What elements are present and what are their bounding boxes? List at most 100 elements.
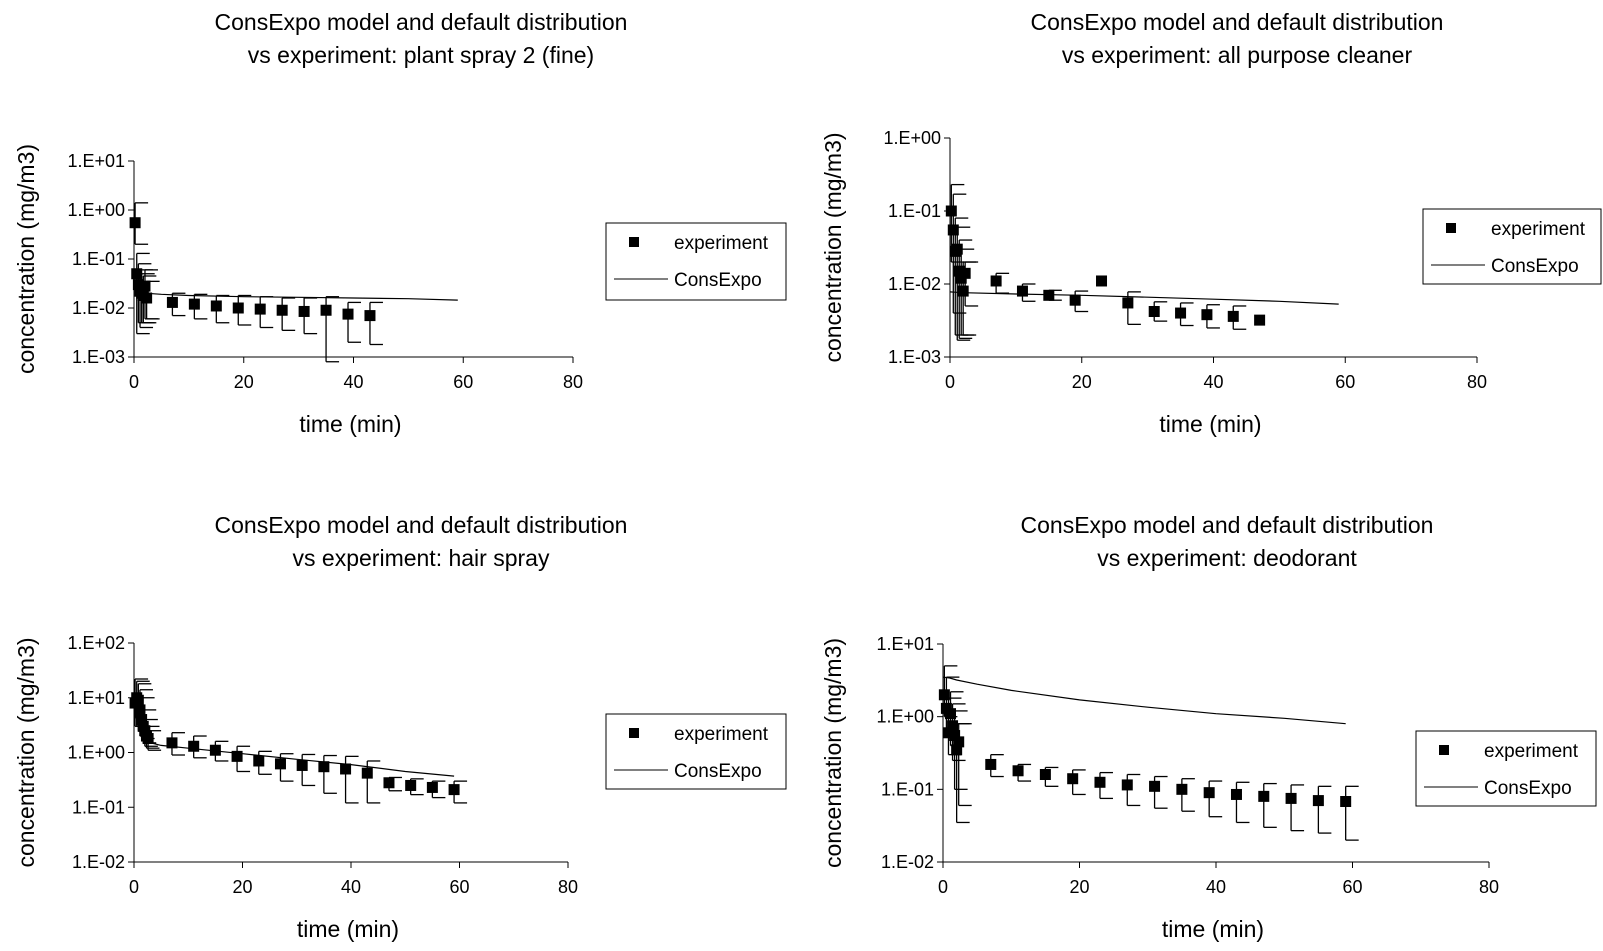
y-tick-label: 1.E+00 <box>876 707 934 727</box>
x-tick-label: 60 <box>1342 877 1362 897</box>
legend-box <box>605 222 787 301</box>
experiment-point <box>166 296 178 308</box>
legend-marker-experiment <box>1439 745 1449 755</box>
chart-title: ConsExpo model and default distribution v… <box>215 9 628 68</box>
y-tick-label: 1.E+01 <box>876 634 934 654</box>
experiment-point <box>405 779 417 791</box>
experiment-point <box>132 279 144 291</box>
experiment-point <box>949 730 961 742</box>
chart-1: ConsExpo model and default distribution v… <box>13 9 787 437</box>
legend-box <box>1415 730 1597 807</box>
y-tick-label: 1.E-03 <box>72 347 125 367</box>
experiment-point <box>951 744 963 756</box>
y-tick-label: 1.E-01 <box>72 249 125 269</box>
y-axis-title: concentration (mg/m3) <box>820 638 846 868</box>
experiment-point <box>1149 780 1161 792</box>
legend-box <box>605 713 787 790</box>
experiment-point <box>318 761 330 773</box>
experiment-point <box>945 708 957 720</box>
x-tick-label: 40 <box>341 877 361 897</box>
experiment-point <box>142 733 154 745</box>
x-tick-label: 60 <box>453 372 473 392</box>
y-axis-title: concentration (mg/m3) <box>13 637 39 867</box>
y-tick-label: 1.E+01 <box>67 688 125 708</box>
experiment-point <box>274 758 286 770</box>
experiment-point <box>953 736 965 748</box>
experiment-point <box>1121 779 1133 791</box>
legend-marker-experiment <box>629 237 639 247</box>
experiment-point <box>957 285 969 297</box>
experiment-point <box>132 694 144 706</box>
experiment-point <box>959 267 971 279</box>
y-tick-label: 1.E-01 <box>888 201 941 221</box>
legend-label-consexpo: ConsExpo <box>674 270 762 291</box>
experiment-point <box>232 302 244 314</box>
chart-title-line: vs experiment: deodorant <box>1097 545 1357 571</box>
y-tick-label: 1.E-02 <box>72 852 125 872</box>
y-tick-label: 1.E+02 <box>67 633 125 653</box>
experiment-point <box>134 704 146 716</box>
consexpo-line <box>942 676 1346 725</box>
experiment-point <box>166 737 178 749</box>
chart-2: ConsExpo model and default distribution v… <box>820 9 1602 437</box>
experiment-point <box>1312 795 1324 807</box>
chart-title-line: vs experiment: plant spray 2 (fine) <box>248 42 594 68</box>
experiment-point <box>253 755 265 767</box>
y-tick-label: 1.E+00 <box>883 128 941 148</box>
experiment-point <box>296 759 308 771</box>
experiment-point <box>141 292 153 304</box>
y-tick-label: 1.E-02 <box>72 298 125 318</box>
y-tick-label: 1.E-02 <box>881 852 934 872</box>
legend: experiment ConsExpo <box>605 713 787 790</box>
experiment-point <box>1230 788 1242 800</box>
experiment-point <box>129 217 141 229</box>
y-tick-label: 1.E+01 <box>67 151 125 171</box>
x-tick-label: 20 <box>232 877 252 897</box>
chart-title-line: ConsExpo model and default distribution <box>1031 9 1444 35</box>
legend: experiment ConsExpo <box>605 222 787 301</box>
chart-3: ConsExpo model and default distribution v… <box>13 512 787 942</box>
experiment-point <box>139 280 151 292</box>
experiment-point <box>1201 309 1213 321</box>
y-tick-label: 1.E-02 <box>888 274 941 294</box>
legend: experiment ConsExpo <box>1422 208 1602 285</box>
chart-title: ConsExpo model and default distribution v… <box>1031 9 1444 68</box>
experiment-point <box>276 304 288 316</box>
experiment-point <box>1285 792 1297 804</box>
x-tick-label: 80 <box>1479 877 1499 897</box>
experiment-point <box>383 777 395 789</box>
x-tick-label: 0 <box>129 877 139 897</box>
x-tick-label: 0 <box>129 372 139 392</box>
experiment-point <box>951 243 963 255</box>
legend-label-consexpo: ConsExpo <box>1484 778 1572 799</box>
chart-4: ConsExpo model and default distribution v… <box>820 512 1597 942</box>
experiment-point <box>342 308 354 320</box>
x-tick-label: 80 <box>558 877 578 897</box>
experiment-point <box>1254 314 1266 326</box>
experiment-point <box>1069 294 1081 306</box>
x-tick-label: 20 <box>1072 372 1092 392</box>
experiment-point <box>231 750 243 762</box>
experiment-point <box>136 714 148 726</box>
experiment-point <box>1203 787 1215 799</box>
experiment-point <box>448 784 460 796</box>
y-tick-label: 1.E+00 <box>67 743 125 763</box>
experiment-point <box>1039 769 1051 781</box>
y-tick-label: 1.E-03 <box>888 347 941 367</box>
experiment-point <box>947 224 959 236</box>
experiment-point <box>1096 275 1108 287</box>
experiment-point <box>1067 773 1079 785</box>
x-tick-label: 40 <box>1203 372 1223 392</box>
legend-label-consexpo: ConsExpo <box>674 761 762 782</box>
experiment-point <box>953 265 965 277</box>
experiment-point <box>210 300 222 312</box>
legend: experiment ConsExpo <box>1415 730 1597 807</box>
x-tick-label: 0 <box>938 877 948 897</box>
x-tick-label: 20 <box>1069 877 1089 897</box>
experiment-point <box>1043 289 1055 301</box>
experiment-point <box>426 781 438 793</box>
legend-box <box>1422 208 1602 285</box>
experiment-point <box>361 767 373 779</box>
experiment-point <box>209 744 221 756</box>
